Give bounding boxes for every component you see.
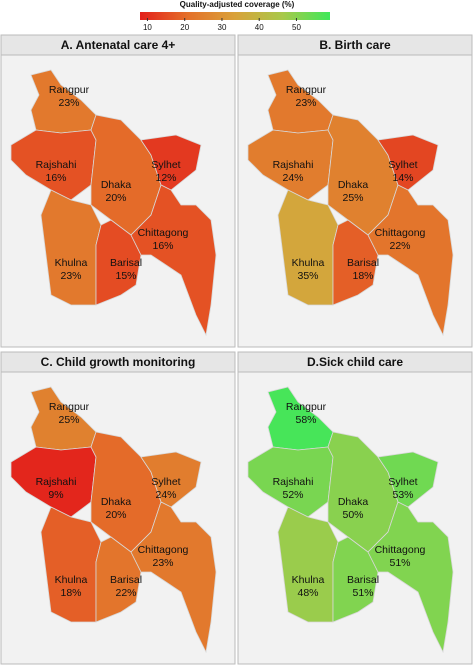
region-value-label: 23%: [152, 557, 173, 569]
region-name: Barisal: [110, 574, 142, 586]
region-value-label: 48%: [297, 587, 318, 599]
region-value-label: 18%: [60, 587, 81, 599]
region: [130, 501, 217, 654]
region-name: Dhaka: [101, 496, 132, 508]
region: [367, 184, 454, 337]
panel-header: [0, 351, 236, 373]
region-name: Khulna: [55, 574, 88, 586]
region-value-label: 25%: [342, 192, 363, 204]
region-value-label: 16%: [45, 172, 66, 184]
region-value-label: 51%: [352, 587, 373, 599]
region-name: Dhaka: [338, 496, 369, 508]
region-name: Rangpur: [49, 401, 90, 413]
legend-tick-label: 40: [255, 23, 264, 32]
region-value-label: 50%: [342, 509, 363, 521]
region-value-label: 24%: [282, 172, 303, 184]
region-name: Chittagong: [375, 544, 426, 556]
region-value-label: 22%: [115, 587, 136, 599]
region-value-label: 24%: [155, 489, 176, 501]
region-name: Sylhet: [151, 159, 180, 171]
legend-tick-label: 10: [143, 23, 152, 32]
region-value-label: 9%: [48, 489, 63, 501]
panel-header: [237, 34, 473, 56]
legend-tick-label: 30: [218, 23, 227, 32]
region-name: Dhaka: [338, 179, 369, 191]
region: [140, 134, 202, 191]
region: [332, 536, 379, 623]
region-value-label: 58%: [295, 414, 316, 426]
legend-bar: [140, 12, 330, 20]
region: [40, 189, 102, 306]
region-value-label: 12%: [155, 172, 176, 184]
region-name: Chittagong: [138, 227, 189, 239]
region-name: Khulna: [292, 574, 325, 586]
region: [95, 219, 142, 306]
region-value-label: 23%: [58, 97, 79, 109]
region-name: Sylhet: [151, 476, 180, 488]
panel-header: [237, 351, 473, 373]
panel-title: B. Birth care: [319, 38, 391, 52]
panel-header: [0, 34, 236, 56]
region-value-label: 53%: [392, 489, 413, 501]
region-name: Rangpur: [49, 84, 90, 96]
region-value-label: 35%: [297, 270, 318, 282]
region: [367, 501, 454, 654]
panel-title: C. Child growth monitoring: [41, 355, 196, 369]
region-name: Khulna: [292, 257, 325, 269]
region-name: Sylhet: [388, 159, 417, 171]
region-name: Chittagong: [375, 227, 426, 239]
legend-title: Quality-adjusted coverage (%): [180, 0, 295, 9]
region-value-label: 52%: [282, 489, 303, 501]
region-name: Rangpur: [286, 84, 327, 96]
region-name: Rangpur: [286, 401, 327, 413]
region: [277, 189, 339, 306]
region-name: Barisal: [347, 257, 379, 269]
region-name: Khulna: [55, 257, 88, 269]
region-name: Rajshahi: [36, 476, 77, 488]
region-value-label: 20%: [105, 509, 126, 521]
region-name: Rajshahi: [273, 159, 314, 171]
region: [40, 506, 102, 623]
panel-title: A. Antenatal care 4+: [61, 38, 176, 52]
legend-tick-label: 50: [292, 23, 301, 32]
region-name: Rajshahi: [273, 476, 314, 488]
region: [130, 184, 217, 337]
region-name: Chittagong: [138, 544, 189, 556]
region-value-label: 23%: [60, 270, 81, 282]
region-value-label: 51%: [389, 557, 410, 569]
region-name: Barisal: [347, 574, 379, 586]
region: [277, 506, 339, 623]
map-panel: A. Antenatal care 4+Rangpur23%Rajshahi16…: [0, 34, 236, 348]
region-name: Sylhet: [388, 476, 417, 488]
region-value-label: 22%: [389, 240, 410, 252]
map: Rangpur23%Rajshahi16%Dhaka20%Sylhet12%Kh…: [10, 69, 217, 337]
legend-tick-label: 20: [180, 23, 189, 32]
region: [377, 451, 439, 508]
region-value-label: 25%: [58, 414, 79, 426]
region-value-label: 20%: [105, 192, 126, 204]
region-value-label: 14%: [392, 172, 413, 184]
panel-title: D.Sick child care: [307, 355, 403, 369]
map-panel: B. Birth careRangpur23%Rajshahi24%Dhaka2…: [237, 34, 473, 348]
region-value-label: 18%: [352, 270, 373, 282]
region: [332, 219, 379, 306]
region-name: Barisal: [110, 257, 142, 269]
region: [140, 451, 202, 508]
region-name: Rajshahi: [36, 159, 77, 171]
region-name: Dhaka: [101, 179, 132, 191]
region-value-label: 15%: [115, 270, 136, 282]
region-value-label: 16%: [152, 240, 173, 252]
region: [95, 536, 142, 623]
region: [377, 134, 439, 191]
region-value-label: 23%: [295, 97, 316, 109]
